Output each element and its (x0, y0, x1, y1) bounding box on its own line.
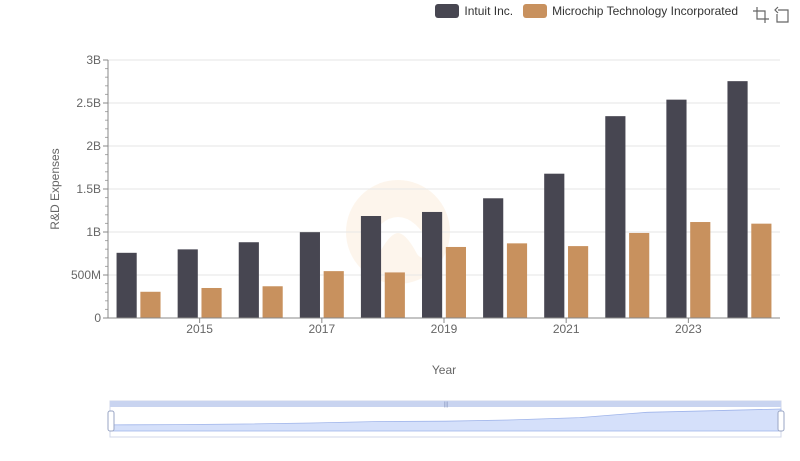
bar-intuit-2017[interactable] (299, 232, 320, 318)
y-axis-label: R&D Expenses (48, 148, 62, 229)
bar-microchip-2023[interactable] (690, 222, 711, 318)
x-tick-label: 2019 (431, 322, 458, 336)
datazoom-left-handle[interactable] (107, 410, 115, 432)
bar-microchip-2016[interactable] (262, 286, 283, 318)
bar-intuit-2024[interactable] (727, 81, 748, 318)
legend-swatch-microchip (523, 4, 548, 18)
y-tick-label: 2.5B (76, 96, 101, 110)
bar-microchip-2019[interactable] (445, 246, 466, 318)
bar-microchip-2021[interactable] (568, 246, 589, 318)
legend-item-microchip[interactable]: Microchip Technology Incorporated (523, 4, 738, 18)
x-tick-label: 2015 (186, 322, 213, 336)
bar-intuit-2021[interactable] (544, 173, 565, 318)
y-tick-label: 500M (71, 268, 101, 282)
bar-microchip-2018[interactable] (384, 272, 405, 318)
legend-swatch-intuit (435, 4, 460, 18)
bar-intuit-2015[interactable] (177, 249, 198, 318)
x-tick-label: 2021 (553, 322, 580, 336)
bar-intuit-2018[interactable] (360, 216, 382, 318)
bar-intuit-2019[interactable] (422, 211, 443, 318)
y-tick-label: 2B (86, 139, 101, 153)
bar-intuit-2023[interactable] (666, 99, 687, 318)
bar-microchip-2020[interactable] (506, 243, 528, 318)
restore-icon[interactable] (774, 6, 792, 24)
datazoom-top-bar (110, 401, 781, 407)
legend-label-intuit: Intuit Inc. (464, 4, 514, 18)
y-tick-label: 1.5B (76, 182, 101, 196)
axes: 0 500M 1B 1.5B 2B 2.5B 3B 2015 2017 2019 2021 2023 (71, 53, 780, 336)
legend: Intuit Inc. Microchip Technology Incorpo… (425, 4, 738, 18)
bar-microchip-2022[interactable] (629, 232, 650, 318)
bar-intuit-2020[interactable] (483, 198, 504, 318)
datazoom-slider[interactable]: ||| (107, 400, 785, 438)
y-tick-label: 1B (86, 225, 101, 239)
toolbox (748, 6, 792, 24)
bar-intuit-2014[interactable] (116, 252, 137, 318)
datazoom-center-handle[interactable]: ||| (444, 402, 449, 408)
data-zoom-icon[interactable] (752, 6, 770, 24)
legend-label-microchip: Microchip Technology Incorporated (552, 4, 738, 18)
bar-intuit-2016[interactable] (238, 242, 259, 318)
bar-microchip-2017[interactable] (323, 271, 344, 318)
x-tick-label: 2023 (675, 322, 702, 336)
bar-microchip-2014[interactable] (140, 291, 161, 318)
bar-intuit-2022[interactable] (605, 116, 626, 319)
datazoom-right-handle[interactable] (777, 410, 785, 432)
y-tick-label: 3B (86, 53, 101, 67)
x-axis-label: Year (432, 363, 456, 377)
bar-microchip-2015[interactable] (201, 287, 222, 318)
legend-item-intuit[interactable]: Intuit Inc. (435, 4, 513, 18)
y-tick-label: 0 (94, 311, 101, 325)
bars (116, 81, 772, 319)
datazoom-preview-area (109, 408, 782, 432)
x-tick-label: 2017 (308, 322, 335, 336)
bar-microchip-2024[interactable] (751, 223, 772, 318)
